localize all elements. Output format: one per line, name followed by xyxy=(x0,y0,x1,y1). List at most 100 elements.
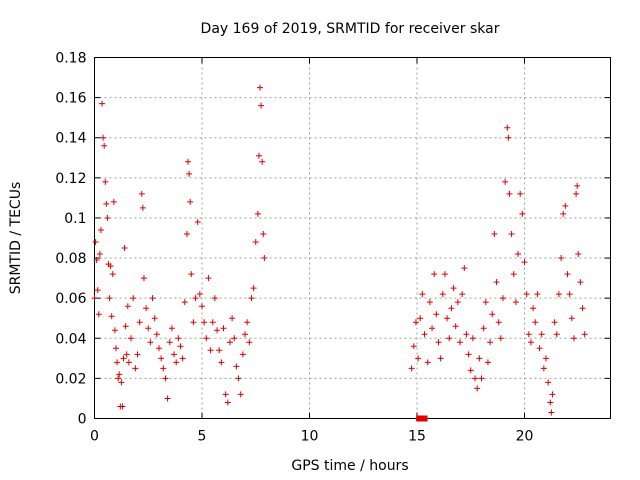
data-point xyxy=(147,339,154,346)
data-point xyxy=(179,355,186,362)
data-point xyxy=(424,359,431,366)
data-point xyxy=(480,325,487,332)
data-point xyxy=(239,351,246,358)
x-tick-label: 20 xyxy=(516,429,534,445)
x-tick-label: 0 xyxy=(90,429,99,445)
data-point xyxy=(476,355,483,362)
data-point xyxy=(408,365,415,372)
zero-marker xyxy=(416,415,423,422)
data-point xyxy=(412,319,419,326)
data-point xyxy=(145,325,152,332)
y-tick-label: 0.14 xyxy=(55,131,86,147)
data-point xyxy=(523,291,530,298)
data-point xyxy=(515,251,522,258)
data-point xyxy=(139,204,146,211)
zero-marker xyxy=(421,415,428,422)
data-point xyxy=(216,347,223,354)
data-point xyxy=(465,351,472,358)
y-tick-label: 0.12 xyxy=(55,171,86,187)
data-point xyxy=(454,299,461,306)
data-point xyxy=(211,295,218,302)
chart-title: Day 169 of 2019, SRMTID for receiver ska… xyxy=(201,21,500,37)
axis-ticks: 0 5 10 15 20 0 0.02 0.04 0.06 0.08 0.1 0.12 0.14 0.16… xyxy=(55,51,611,445)
data-point xyxy=(574,182,581,189)
data-point xyxy=(222,391,229,398)
y-tick-label: 0.18 xyxy=(55,51,86,67)
data-point xyxy=(431,271,438,278)
data-point xyxy=(194,218,201,225)
data-point xyxy=(220,325,227,332)
data-point xyxy=(568,315,575,322)
data-point xyxy=(419,291,426,298)
data-point xyxy=(248,295,255,302)
data-point xyxy=(575,251,582,258)
data-point xyxy=(433,311,440,318)
data-point xyxy=(231,335,238,342)
data-point xyxy=(536,345,543,352)
data-point xyxy=(558,255,565,262)
data-point xyxy=(415,355,422,362)
data-point xyxy=(190,319,197,326)
x-tick-label: 5 xyxy=(198,429,207,445)
y-tick-label: 0.1 xyxy=(64,211,86,227)
data-point xyxy=(487,339,494,346)
data-point xyxy=(457,339,463,346)
data-point xyxy=(410,343,417,350)
data-point xyxy=(95,311,102,318)
data-point xyxy=(132,365,139,372)
data-point xyxy=(545,379,552,386)
plot-frame xyxy=(94,57,611,419)
data-point xyxy=(258,102,265,109)
data-point xyxy=(517,190,524,197)
data-point xyxy=(102,178,109,185)
data-point xyxy=(162,375,169,382)
data-point xyxy=(108,313,115,320)
data-point xyxy=(92,239,99,246)
data-point xyxy=(555,291,562,298)
data-point xyxy=(96,251,103,258)
data-point xyxy=(512,299,519,306)
data-point xyxy=(164,395,171,402)
data-point xyxy=(224,399,231,406)
data-point xyxy=(534,291,541,298)
data-point xyxy=(156,345,162,352)
data-point xyxy=(218,359,225,366)
data-point xyxy=(252,239,259,246)
data-point xyxy=(99,100,106,107)
data-point xyxy=(493,279,500,286)
data-point xyxy=(244,319,251,326)
data-point xyxy=(474,385,481,392)
data-point xyxy=(417,315,424,322)
data-point xyxy=(452,323,459,330)
data-point xyxy=(235,375,242,382)
y-tick-label: 0.08 xyxy=(55,251,86,267)
data-point xyxy=(581,331,588,338)
data-point xyxy=(491,230,498,237)
data-point xyxy=(437,355,444,362)
data-point xyxy=(181,299,188,306)
data-point xyxy=(183,230,190,237)
data-point xyxy=(158,355,165,362)
data-point xyxy=(469,335,476,342)
data-point xyxy=(109,271,116,278)
data-point xyxy=(441,271,448,278)
data-point xyxy=(261,255,268,262)
data-point xyxy=(94,287,101,294)
data-point xyxy=(257,84,264,91)
data-point xyxy=(116,371,123,378)
data-point xyxy=(151,315,158,322)
data-point xyxy=(171,351,178,358)
data-point xyxy=(254,210,261,217)
data-point xyxy=(186,170,193,177)
data-point xyxy=(173,359,180,366)
data-point xyxy=(448,305,455,312)
data-point xyxy=(97,226,104,233)
data-point xyxy=(548,409,555,416)
data-point xyxy=(439,291,446,298)
data-point xyxy=(149,295,156,302)
data-point xyxy=(177,343,184,350)
data-point xyxy=(463,331,470,338)
data-point xyxy=(128,335,135,342)
data-point xyxy=(153,331,160,338)
